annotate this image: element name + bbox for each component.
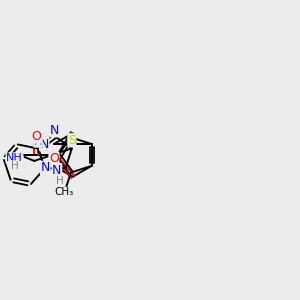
Text: N: N — [50, 124, 60, 137]
Text: NH: NH — [6, 153, 23, 163]
Text: N: N — [40, 138, 49, 151]
Text: H: H — [56, 176, 64, 186]
Text: CH₃: CH₃ — [55, 188, 74, 197]
Text: O: O — [49, 152, 59, 165]
Text: S: S — [68, 134, 76, 147]
Text: N: N — [52, 164, 62, 177]
Text: H: H — [11, 161, 18, 171]
Text: O: O — [31, 130, 41, 142]
Text: H: H — [34, 137, 42, 147]
Text: N: N — [40, 161, 50, 174]
